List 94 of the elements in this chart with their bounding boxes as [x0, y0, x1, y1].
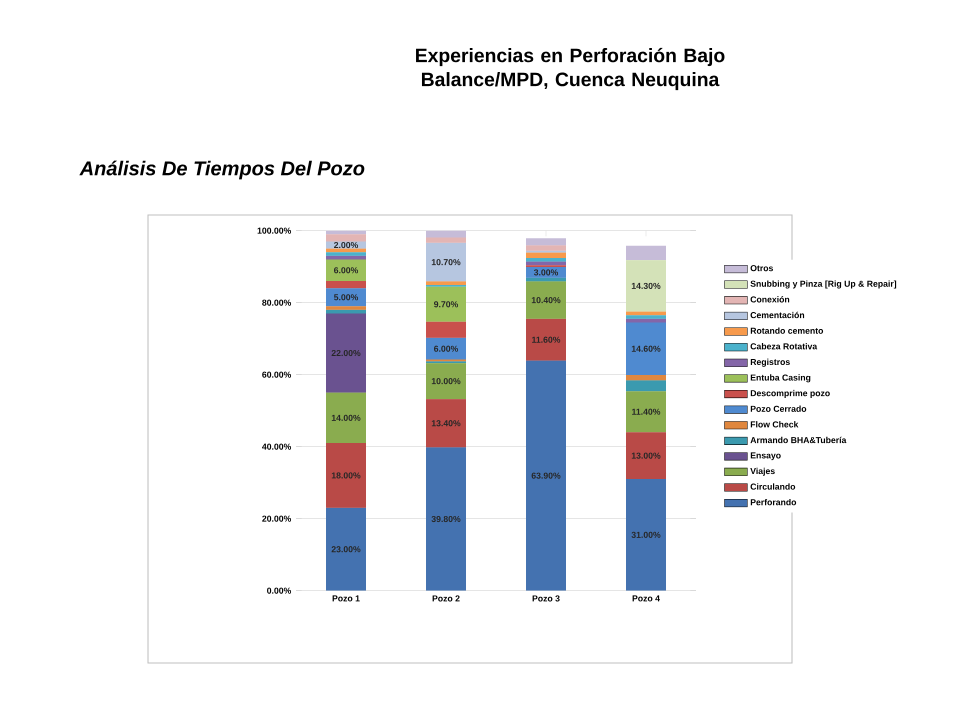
y-tick-label: 40.00%	[262, 444, 292, 450]
bar	[426, 237, 466, 243]
bar	[526, 238, 566, 246]
data-label: 10.00%	[432, 378, 460, 384]
x-tick-label: Pozo 4	[632, 595, 660, 602]
bar	[526, 278, 566, 282]
legend-label: Flow Check	[750, 421, 798, 428]
data-label: 10.70%	[432, 259, 460, 266]
data-label: 23.00%	[332, 546, 360, 552]
bar	[526, 318, 566, 361]
data-label: 14.00%	[332, 414, 360, 421]
data-label: 14.60%	[632, 346, 660, 352]
bar	[526, 281, 566, 319]
bar	[426, 242, 466, 282]
y-tick-label: 60.00%	[262, 372, 292, 378]
bar	[326, 288, 366, 306]
data-label: 18.00%	[332, 472, 360, 479]
data-label: 22.00%	[332, 350, 360, 356]
bar	[326, 234, 366, 242]
bar	[626, 315, 666, 319]
legend-label: Conexión	[750, 296, 790, 302]
bar	[326, 230, 366, 234]
bar	[526, 360, 566, 591]
chart-title: Experiencias en Perforación Bajo Balance/MPD, Cuenca Neuquina	[416, 48, 724, 90]
y-tick-label: 80.00%	[262, 300, 292, 306]
bar	[626, 380, 666, 392]
bar	[426, 286, 466, 322]
bar	[626, 312, 666, 316]
bar	[526, 245, 566, 251]
y-tick-label: 0.00%	[267, 588, 292, 594]
data-label: 11.40%	[632, 408, 660, 415]
bar	[326, 306, 366, 310]
bar	[426, 230, 466, 238]
bar	[626, 479, 666, 591]
bar	[326, 281, 366, 288]
data-label: 5.00%	[334, 294, 358, 300]
bar	[326, 259, 366, 282]
legend-label: Rotando cemento	[750, 327, 824, 334]
bar	[626, 432, 666, 480]
bar	[626, 322, 666, 376]
legend-label: Entuba Casing	[750, 374, 810, 382]
legend-label: Descomprime pozo	[750, 390, 830, 398]
bar	[326, 313, 366, 393]
bar	[326, 508, 366, 591]
data-label: 13.40%	[432, 420, 460, 426]
bar	[626, 391, 666, 432]
y-tick-label: 100.00%	[258, 228, 292, 234]
data-label: 39.80%	[432, 516, 460, 522]
legend-label: Ensayo	[750, 452, 781, 460]
data-label: 63.90%	[532, 472, 560, 479]
legend-label: Snubbing y Pinza [Rig Up & Repair]	[750, 280, 896, 289]
data-label: 11.60%	[532, 336, 560, 343]
data-label: 3.00%	[534, 269, 558, 276]
x-tick-label: Pozo 2	[432, 595, 460, 602]
legend-label: Circulando	[750, 483, 796, 490]
bar	[626, 260, 666, 312]
bar	[526, 258, 566, 262]
bar	[426, 338, 466, 360]
y-tick-label: 20.00%	[262, 516, 292, 522]
bar	[326, 248, 366, 252]
bar	[326, 310, 366, 314]
chart-subtitle: Análisis De Tiempos Del Pozo	[79, 160, 364, 180]
bar	[326, 252, 366, 256]
bar	[426, 322, 466, 338]
bar	[326, 256, 366, 260]
bar	[626, 375, 666, 380]
legend-label: Cabeza Rotativa	[750, 343, 818, 350]
legend-label: Pozo Cerrado	[750, 406, 806, 412]
bar	[326, 443, 366, 508]
bar	[426, 363, 466, 400]
bar	[526, 252, 566, 258]
data-label: 9.70%	[434, 301, 458, 308]
bar	[426, 447, 466, 591]
legend-label: Viajes	[750, 468, 775, 476]
legend-label: Registros	[750, 358, 790, 367]
data-label: 6.00%	[434, 346, 458, 352]
legend-label: Cementación	[750, 312, 804, 318]
bar	[626, 246, 666, 260]
bar	[626, 318, 666, 322]
bar	[326, 392, 366, 444]
bar	[426, 399, 466, 448]
data-label: 2.00%	[334, 242, 358, 248]
data-label: 10.40%	[532, 297, 560, 304]
bar	[526, 262, 566, 266]
data-label: 13.00%	[632, 452, 660, 459]
bar	[426, 281, 466, 286]
data-label: 6.00%	[334, 267, 358, 274]
data-label: 31.00%	[632, 532, 660, 538]
legend-label: Perforando	[750, 498, 796, 506]
legend-label: Otros	[750, 265, 773, 272]
data-label: 14.30%	[632, 282, 660, 289]
legend-label: Armando BHA&Tubería	[750, 436, 846, 444]
x-tick-label: Pozo 1	[332, 595, 360, 602]
x-tick-label: Pozo 3	[532, 595, 560, 602]
